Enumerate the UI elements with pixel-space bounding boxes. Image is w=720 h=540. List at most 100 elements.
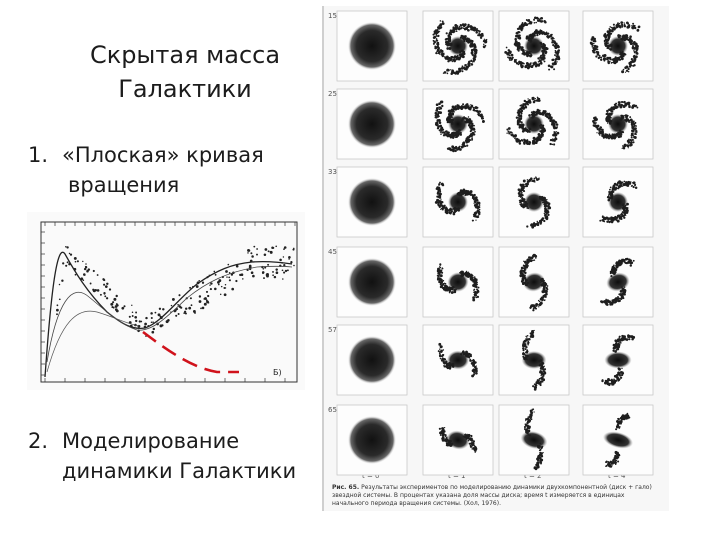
star-particle	[609, 191, 612, 193]
star-particle	[630, 136, 633, 139]
star-particle	[615, 455, 619, 459]
star-particle	[526, 261, 529, 265]
star-particle	[521, 196, 524, 198]
star-particle	[537, 454, 540, 458]
star-particle	[549, 142, 552, 146]
star-particle	[515, 137, 519, 141]
star-particle	[526, 142, 529, 146]
star-particle	[527, 343, 529, 346]
star-particle	[518, 60, 521, 64]
star-particle	[608, 113, 612, 116]
data-point	[102, 278, 105, 281]
star-particle	[599, 134, 601, 136]
data-point	[228, 276, 231, 279]
star-particle	[506, 128, 509, 131]
star-particle	[622, 71, 625, 73]
star-particle	[447, 69, 450, 72]
data-point	[288, 256, 291, 259]
star-particle	[547, 202, 551, 206]
star-particle	[437, 111, 439, 113]
data-point	[293, 264, 295, 267]
star-particle	[466, 37, 469, 39]
star-particle	[551, 58, 554, 62]
star-particle	[453, 109, 455, 112]
star-particle	[527, 420, 530, 423]
star-particle	[613, 381, 616, 384]
column-label: t = 2	[524, 472, 542, 480]
star-particle	[450, 286, 453, 289]
star-particle	[545, 32, 548, 36]
star-particle	[614, 268, 618, 272]
star-particle	[596, 132, 598, 134]
star-particle	[523, 260, 525, 262]
star-particle	[609, 379, 612, 382]
star-particle	[540, 133, 544, 136]
slide-title: Скрытая масса Галактики	[60, 38, 310, 106]
star-particle	[548, 35, 550, 37]
star-particle	[534, 384, 537, 388]
star-particle	[610, 190, 614, 194]
star-particle	[535, 467, 538, 470]
star-particle	[626, 22, 630, 25]
star-particle	[623, 180, 626, 183]
star-particle	[543, 219, 546, 223]
star-particle	[530, 34, 533, 37]
star-particle	[447, 442, 449, 444]
star-particle	[441, 355, 444, 357]
star-particle	[506, 132, 508, 134]
star-particle	[604, 32, 607, 35]
star-particle	[628, 259, 632, 263]
star-particle	[541, 365, 544, 368]
star-particle	[627, 262, 630, 264]
star-particle	[612, 106, 616, 109]
star-particle	[474, 285, 477, 288]
star-particle	[548, 68, 551, 71]
star-particle	[632, 185, 635, 189]
star-particle	[623, 259, 626, 262]
data-point	[263, 253, 267, 257]
star-particle	[538, 300, 541, 303]
star-particle	[543, 368, 547, 371]
star-particle	[468, 190, 470, 193]
star-particle	[471, 123, 474, 126]
star-particle	[630, 58, 633, 61]
star-particle	[598, 54, 601, 57]
star-particle	[613, 264, 615, 267]
star-particle	[471, 43, 474, 46]
star-particle	[540, 56, 544, 60]
star-particle	[520, 121, 523, 124]
star-particle	[551, 62, 555, 66]
star-particle	[546, 112, 549, 116]
star-particle	[632, 141, 635, 144]
data-point	[283, 271, 286, 274]
star-particle	[616, 217, 618, 219]
data-point	[145, 316, 148, 320]
star-particle	[627, 67, 630, 71]
star-particle	[549, 34, 553, 38]
star-particle	[618, 22, 621, 25]
star-particle	[551, 41, 554, 44]
star-particle	[532, 408, 535, 411]
star-particle	[437, 47, 440, 50]
star-particle	[632, 42, 635, 45]
star-particle	[530, 37, 533, 40]
star-particle	[542, 198, 545, 201]
star-particle	[444, 38, 448, 41]
data-point	[198, 295, 202, 298]
star-particle	[526, 102, 529, 105]
star-particle	[522, 349, 525, 352]
star-particle	[473, 289, 475, 291]
star-particle	[524, 280, 527, 282]
star-particle	[532, 331, 535, 334]
star-particle	[439, 20, 442, 22]
star-particle	[441, 436, 444, 439]
simulation-cell	[498, 88, 570, 160]
star-particle	[610, 32, 613, 35]
star-particle	[539, 380, 541, 383]
star-particle	[613, 301, 617, 304]
star-particle	[631, 25, 633, 27]
star-particle	[511, 56, 514, 59]
star-particle	[542, 368, 545, 371]
star-particle	[515, 116, 519, 119]
data-point	[134, 315, 138, 319]
